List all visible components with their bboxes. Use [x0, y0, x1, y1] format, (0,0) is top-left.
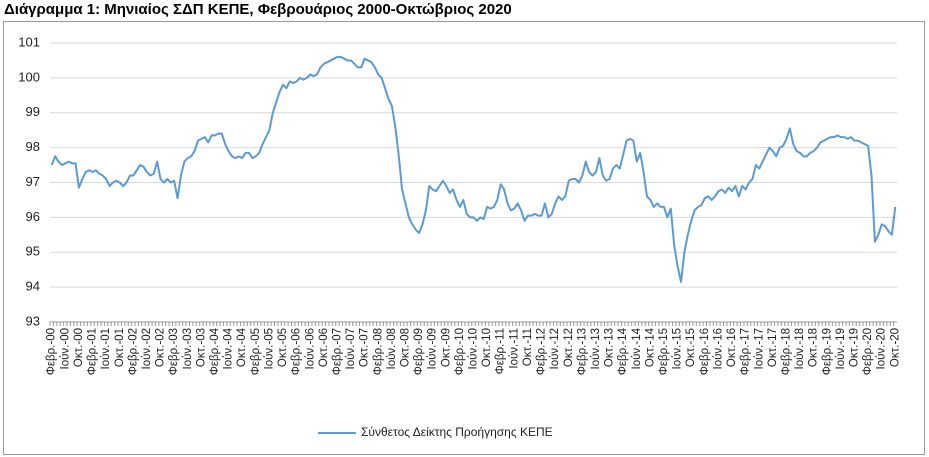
x-tick-label: Φεβρ.-13	[576, 328, 588, 375]
x-tick-label: Οκτ.-14	[644, 327, 656, 367]
y-tick-label: 94	[26, 279, 40, 294]
x-tick-label: Οκτ.-05	[277, 328, 289, 367]
x-tick-label: Φεβρ.-20	[862, 328, 874, 375]
x-tick-label: Οκτ.-01	[114, 328, 126, 367]
x-tick-label: Φεβρ.-16	[699, 328, 711, 375]
x-tick-label: Οκτ.-13	[604, 328, 616, 367]
x-tick-label: Φεβρ.-02	[127, 328, 139, 375]
x-tick-label: Οκτ.-19	[849, 328, 861, 367]
x-tick-label: Ιούν.-02	[141, 328, 153, 369]
x-tick-label: Ιούν.-13	[590, 328, 602, 369]
y-tick-label: 99	[26, 104, 40, 119]
x-tick-label: Οκτ.-10	[481, 328, 493, 367]
x-tick-label: Οκτ.-09	[440, 328, 452, 367]
x-tick-label: Φεβρ.-19	[821, 328, 833, 375]
y-tick-label: 100	[18, 69, 40, 84]
x-tick-label: Ιούν.-05	[263, 328, 275, 369]
y-tick-label: 95	[26, 244, 40, 259]
x-tick-label: Φεβρ.-09	[413, 328, 425, 375]
x-tick-label: Ιούν.-19	[835, 328, 847, 369]
y-tick-label: 97	[26, 174, 40, 189]
data-line	[50, 55, 897, 283]
x-tick-label: Οκτ.-11	[522, 328, 534, 366]
x-tick-label: Ιούν.-16	[712, 328, 724, 369]
x-tick-label: Ιούν.-07	[345, 328, 357, 369]
x-tick-label: Ιούν.-11	[508, 328, 520, 369]
x-tick-label: Οκτ.-08	[399, 328, 411, 367]
x-tick-label: Ιούν.-18	[794, 328, 806, 369]
legend-label: Σύνθετος Δείκτης Προήγησης ΚΕΠΕ	[361, 425, 553, 439]
x-tick-label: Φεβρ.-01	[87, 328, 99, 375]
x-tick-label: Φεβρ.-12	[536, 328, 548, 375]
x-tick-label: Οκτ.-02	[155, 328, 167, 367]
x-tick-label: Ιούν.-14	[631, 327, 643, 369]
x-tick-label: Ιούν.-20	[876, 328, 888, 369]
y-tick-label: 96	[26, 209, 40, 224]
x-tick-label: Φεβρ.-06	[291, 328, 303, 375]
x-tick-label: Οκτ.-20	[889, 328, 901, 367]
x-tick-label: Οκτ.-12	[563, 328, 575, 367]
x-tick-label: Φεβρ.-10	[454, 328, 466, 375]
x-tick-label: Οκτ.-06	[318, 328, 330, 367]
y-tick-label: 98	[26, 139, 40, 154]
x-tick-label: Φεβρ.-00	[46, 328, 58, 375]
x-tick-label: Φεβρ.-14	[617, 327, 629, 375]
y-tick-label: 93	[26, 313, 40, 328]
x-tick-label: Ιούν.-06	[304, 328, 316, 369]
x-tick-label: Ιούν.-01	[100, 328, 112, 369]
x-tick-label: Οκτ.-18	[808, 328, 820, 367]
x-tick-label: Ιούν.-03	[182, 328, 194, 369]
chart-title: Διάγραμμα 1: Μηνιαίος ΣΔΠ ΚΕΠΕ, Φεβρουάρ…	[4, 1, 512, 18]
x-tick-label: Φεβρ.-04	[209, 327, 221, 375]
x-tick-label: Ιούν.-04	[223, 327, 235, 369]
x-tick-label: Φεβρ.-03	[168, 328, 180, 375]
x-tick-label: Ιούν.-10	[468, 328, 480, 369]
x-tick-label: Ιούν.-12	[549, 328, 561, 369]
x-tick-label: Φεβρ.-18	[780, 328, 792, 375]
x-tick-label: Φεβρ.-07	[331, 328, 343, 375]
x-tick-label: Οκτ.-07	[359, 328, 371, 367]
x-tick-label: Φεβρ.-08	[372, 328, 384, 375]
x-tick-label: Φεβρ.-11	[495, 328, 507, 374]
x-tick-label: Οκτ.-00	[73, 328, 85, 367]
x-tick-label: Φεβρ.-05	[250, 328, 262, 375]
x-tick-label: Ιούν.-08	[386, 328, 398, 369]
x-tick-label: Οκτ.-17	[767, 328, 779, 367]
x-tick-label: Ιούν.-17	[753, 328, 765, 369]
y-tick-label: 101	[18, 34, 40, 49]
x-tick-label: Φεβρ.-15	[658, 328, 670, 375]
x-tick-label: Φεβρ.-17	[740, 328, 752, 375]
x-tick-label: Οκτ.-03	[195, 328, 207, 367]
x-tick-label: Οκτ.-04	[236, 327, 248, 367]
x-tick-label: Οκτ.-15	[685, 328, 697, 367]
x-tick-label: Ιούν.-09	[427, 328, 439, 369]
x-tick-label: Οκτ.-16	[726, 328, 738, 367]
x-tick-label: Ιούν.-00	[59, 328, 71, 369]
x-tick-label: Ιούν.-15	[672, 328, 684, 369]
chart-frame	[3, 21, 925, 455]
